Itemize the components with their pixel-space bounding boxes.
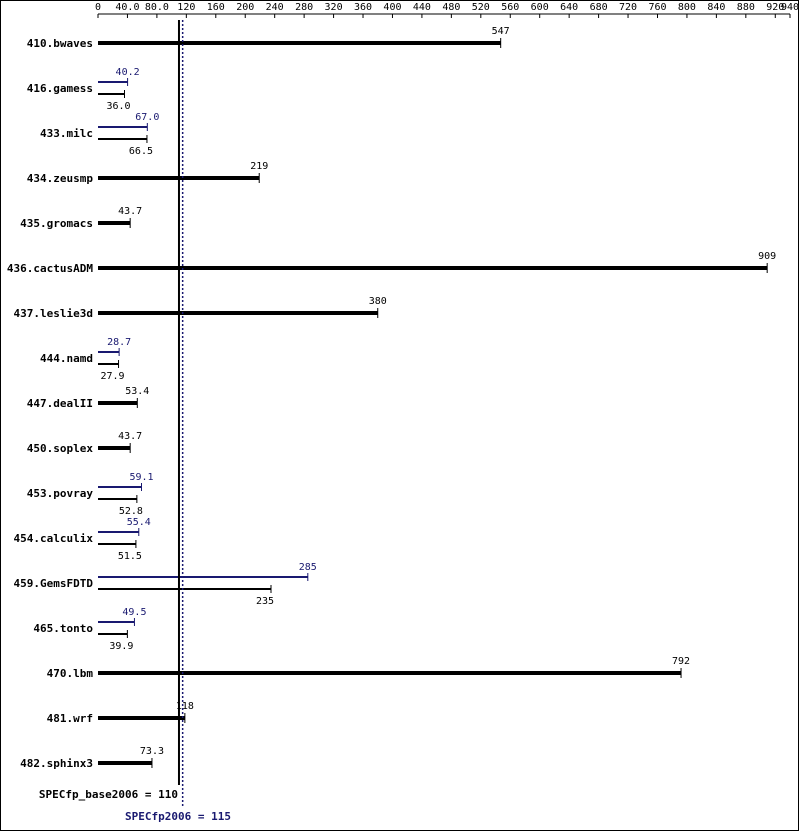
value-label: 36.0 (106, 101, 130, 112)
category-label: 435.gromacs (20, 217, 93, 230)
value-label: 39.9 (109, 641, 133, 652)
category-label: 434.zeusmp (27, 172, 94, 185)
x-tick-label: 320 (325, 2, 343, 13)
x-tick-label: 640 (560, 2, 578, 13)
x-tick-label: 480 (442, 2, 460, 13)
bar (98, 446, 131, 450)
bar (98, 498, 137, 500)
bar (98, 221, 131, 225)
bar (98, 138, 147, 140)
bar (98, 93, 125, 95)
x-tick-label: 80.0 (145, 2, 169, 13)
value-label: 40.2 (116, 67, 140, 78)
value-label: 51.5 (118, 551, 142, 562)
value-label: 28.7 (107, 337, 131, 348)
x-tick-label: 40.0 (115, 2, 139, 13)
value-label: 235 (256, 596, 274, 607)
category-label: 465.tonto (33, 622, 93, 635)
x-tick-label: 360 (354, 2, 372, 13)
reference-label: SPECfp_base2006 = 110 (39, 788, 178, 801)
x-tick-label: 160 (207, 2, 225, 13)
bar (98, 81, 128, 83)
x-tick-label: 400 (383, 2, 401, 13)
value-label: 55.4 (127, 517, 151, 528)
category-label: 482.sphinx3 (20, 757, 93, 770)
x-tick-label: 600 (531, 2, 549, 13)
x-tick-label: 440 (413, 2, 431, 13)
category-label: 410.bwaves (27, 37, 93, 50)
category-label: 416.gamess (27, 82, 93, 95)
value-label: 73.3 (140, 746, 164, 757)
bar (98, 351, 120, 353)
category-label: 459.GemsFDTD (14, 577, 94, 590)
x-tick-label: 560 (501, 2, 519, 13)
bar (98, 531, 139, 533)
bar (98, 401, 138, 405)
value-label: 118 (176, 701, 194, 712)
x-tick-label: 760 (648, 2, 666, 13)
value-label: 59.1 (129, 472, 153, 483)
value-label: 43.7 (118, 206, 142, 217)
category-label: 433.milc (40, 127, 93, 140)
category-label: 437.leslie3d (14, 307, 93, 320)
bar (98, 266, 768, 270)
bar (98, 761, 152, 765)
x-tick-label: 240 (266, 2, 284, 13)
x-tick-label: 840 (707, 2, 725, 13)
bar (98, 486, 142, 488)
value-label: 67.0 (135, 112, 159, 123)
category-label: 436.cactusADM (7, 262, 93, 275)
x-tick-label: 720 (619, 2, 637, 13)
x-tick-label: 200 (236, 2, 254, 13)
x-tick-label: 680 (590, 2, 608, 13)
bar (98, 363, 119, 365)
value-label: 219 (250, 161, 268, 172)
value-label: 52.8 (119, 506, 143, 517)
category-label: 454.calculix (14, 532, 94, 545)
value-label: 909 (758, 251, 776, 262)
value-label: 53.4 (125, 386, 149, 397)
bar (98, 716, 185, 720)
bar (98, 41, 501, 45)
value-label: 43.7 (118, 431, 142, 442)
x-tick-label: 880 (737, 2, 755, 13)
x-tick-label: 940 (781, 2, 799, 13)
category-label: 447.dealII (27, 397, 93, 410)
bar (98, 576, 308, 578)
bar (98, 126, 148, 128)
category-label: 481.wrf (47, 712, 93, 725)
bar (98, 621, 135, 623)
bar (98, 588, 271, 590)
value-label: 380 (369, 296, 387, 307)
value-label: 66.5 (129, 146, 153, 157)
x-tick-label: 120 (177, 2, 195, 13)
x-tick-label: 920 (766, 2, 784, 13)
value-label: 49.5 (122, 607, 146, 618)
value-label: 285 (299, 562, 317, 573)
bar (98, 633, 128, 635)
category-label: 453.povray (27, 487, 94, 500)
bar (98, 543, 136, 545)
x-tick-label: 800 (678, 2, 696, 13)
bar (98, 671, 682, 675)
reference-label: SPECfp2006 = 115 (125, 810, 231, 823)
category-label: 470.lbm (47, 667, 94, 680)
x-tick-label: 520 (472, 2, 490, 13)
category-label: 450.soplex (27, 442, 94, 455)
value-label: 792 (672, 656, 690, 667)
x-tick-label: 0 (95, 2, 101, 13)
value-label: 27.9 (100, 371, 124, 382)
category-label: 444.namd (40, 352, 93, 365)
x-tick-label: 280 (295, 2, 313, 13)
value-label: 547 (492, 26, 510, 37)
bar (98, 311, 378, 315)
